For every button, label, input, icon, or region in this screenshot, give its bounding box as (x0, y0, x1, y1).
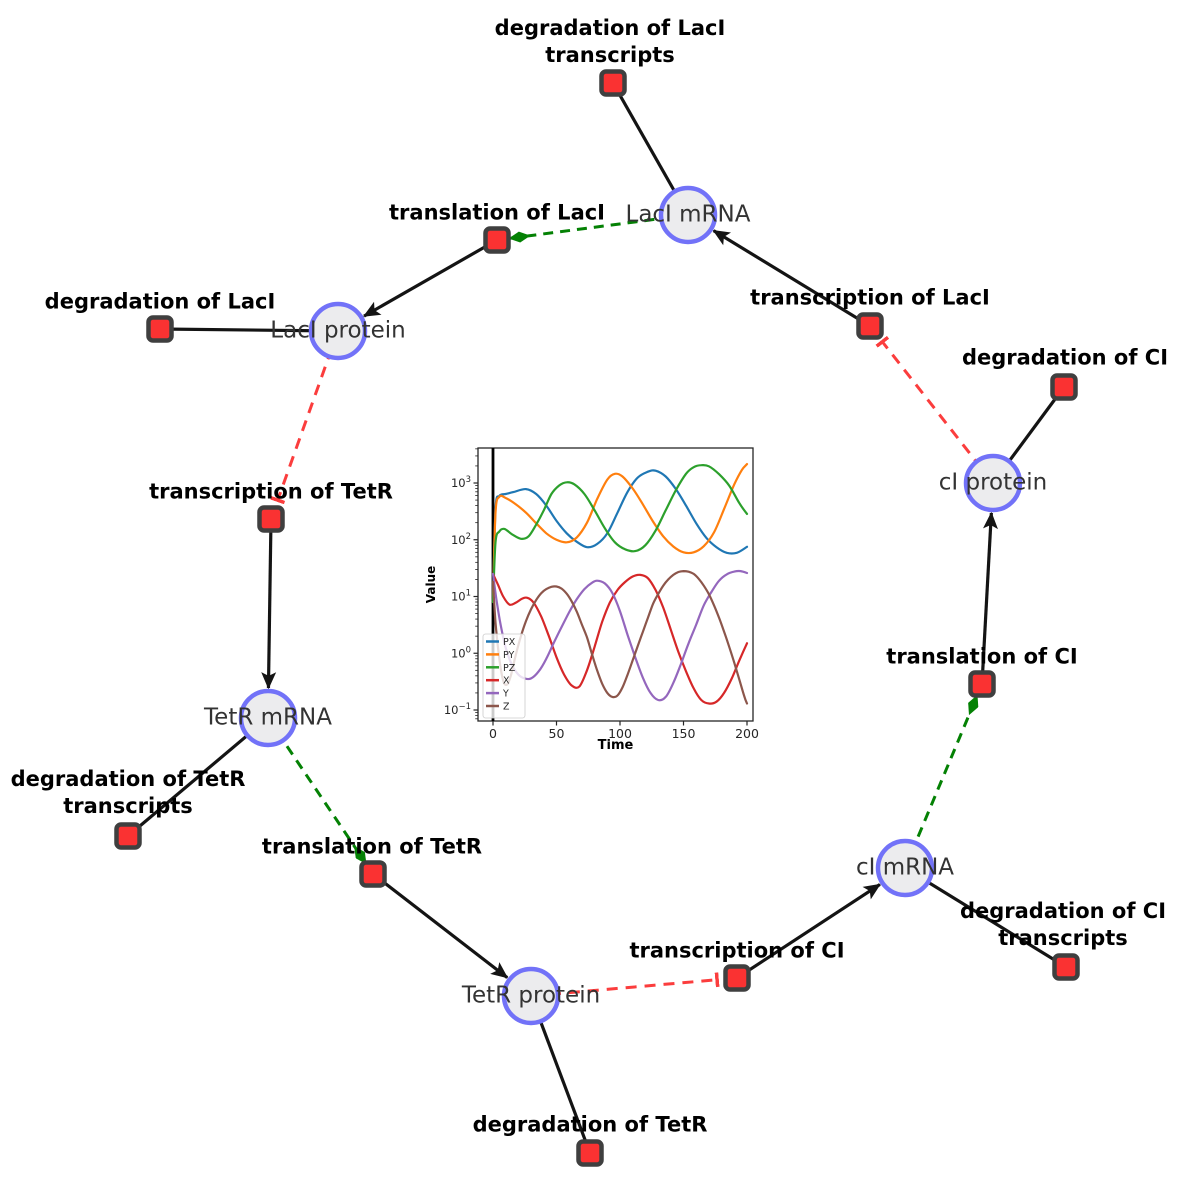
edge-production-transl-laci-to-laci-protein (363, 238, 498, 318)
edge-production-transcr-tetr-to-tetr-mrna (261, 518, 277, 690)
plot-frame (477, 447, 754, 722)
chart-legend: PX PY PZ XYZ (482, 633, 526, 719)
edge-activation-tetr-mrna-to-transl-tetr (266, 717, 367, 865)
species-node-laci-mrna[interactable] (658, 185, 718, 245)
simulation-chart: 0 50 100 150 20010−1100101102103PXPYPZXYZTim… (425, 436, 770, 781)
reaction-node-deg-laci[interactable] (146, 315, 174, 343)
x-tick-label: 50 (549, 726, 565, 741)
legend-label-PX: PX (503, 637, 516, 648)
edge-activation-laci-mrna-to-transl-laci (508, 213, 689, 243)
x-tick-label: 200 (735, 726, 759, 741)
reaction-node-transcr-tetr[interactable] (257, 505, 285, 533)
edge-consumption-laci-protein-to-deg-laci (159, 327, 339, 333)
reaction-node-deg-ci[interactable] (1050, 373, 1078, 401)
legend-label-PZ: PZ (503, 663, 516, 674)
species-node-ci-protein[interactable] (963, 453, 1023, 513)
legend-label-X: X (503, 676, 510, 687)
legend-label-Z: Z (503, 702, 510, 713)
reaction-node-deg-laci-transcripts[interactable] (599, 69, 627, 97)
reaction-node-deg-tetr-transcripts[interactable] (114, 822, 142, 850)
edge-inhibition-ci-protein-to-transcr-laci (875, 335, 995, 484)
legend-label-Y: Y (502, 689, 509, 700)
x-axis-title: Time (598, 738, 634, 753)
reaction-node-transcr-ci[interactable] (723, 964, 751, 992)
edge-activation-ci-mrna-to-transl-ci (903, 694, 979, 869)
series-line-PZ (491, 463, 749, 604)
edge-consumption-ci-mrna-to-deg-ci-transcripts (904, 866, 1067, 969)
species-node-ci-mrna[interactable] (875, 838, 935, 898)
species-node-tetr-mrna[interactable] (238, 688, 298, 748)
edge-inhibition-laci-protein-to-transcr-tetr (270, 330, 340, 505)
x-tick-label: 100 (608, 726, 632, 741)
reaction-node-deg-ci-transcripts[interactable] (1052, 953, 1080, 981)
reaction-node-transl-tetr[interactable] (359, 860, 387, 888)
edge-consumption-tetr-mrna-to-deg-tetr-transcripts (126, 716, 270, 838)
x-tick-label: 150 (672, 726, 696, 741)
species-node-laci-protein[interactable] (308, 301, 368, 361)
reaction-node-transl-ci[interactable] (968, 670, 996, 698)
reaction-node-transl-laci[interactable] (483, 226, 511, 254)
reaction-node-deg-tetr[interactable] (576, 1139, 604, 1167)
edge-production-transcr-ci-to-ci-mrna (736, 883, 881, 980)
legend-label-PY: PY (503, 650, 515, 661)
species-node-tetr-protein[interactable] (501, 966, 561, 1026)
x-tick-label: 0 (489, 726, 497, 741)
edge-inhibition-tetr-protein-to-transcr-ci (530, 972, 720, 998)
series-line-Z (491, 570, 749, 705)
series-line-PY (491, 463, 749, 604)
edge-production-transcr-laci-to-laci-mrna (712, 229, 871, 328)
y-axis-title: Value (425, 566, 438, 604)
series-line-PX (491, 469, 749, 604)
reaction-node-transcr-laci[interactable] (856, 312, 884, 340)
edge-production-transl-ci-to-ci-protein (980, 511, 998, 685)
edge-production-transl-tetr-to-tetr-protein (372, 872, 509, 979)
